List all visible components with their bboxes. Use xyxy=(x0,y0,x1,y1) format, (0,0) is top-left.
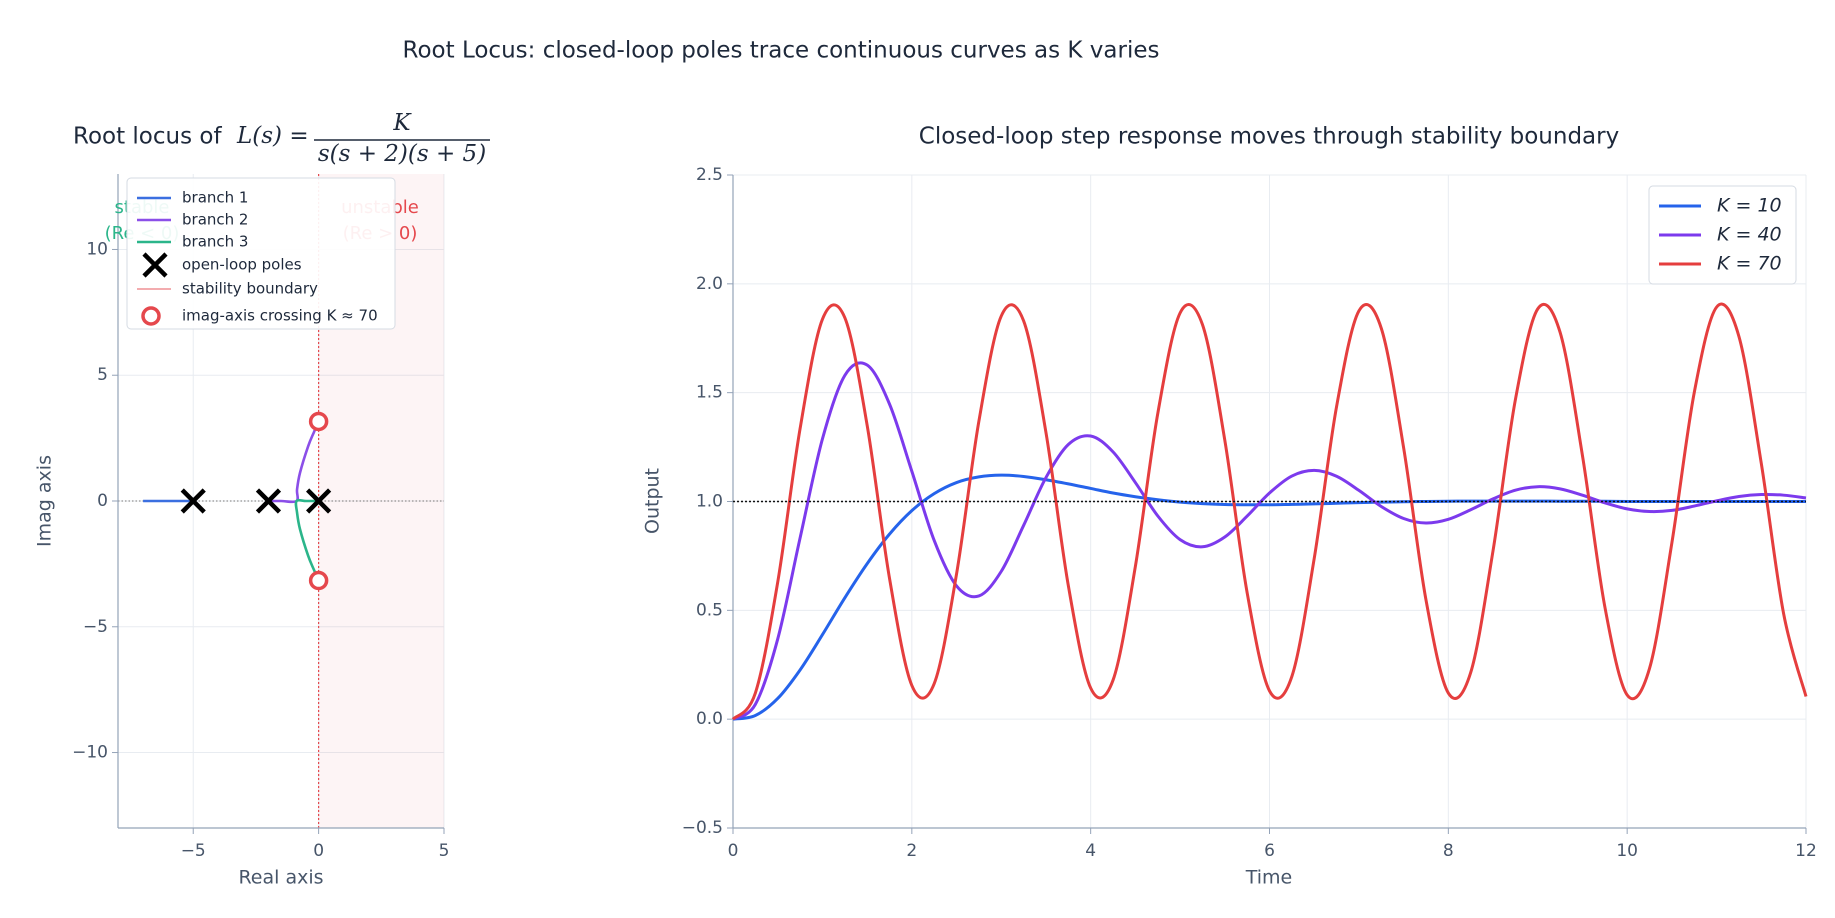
x-tick-label: 8 xyxy=(1443,841,1454,861)
y-tick-label: 0 xyxy=(97,491,108,511)
pole-cross xyxy=(306,488,332,514)
y-tick-label: 0.0 xyxy=(696,709,723,729)
x-axis-label: Real axis xyxy=(238,867,323,889)
response-line xyxy=(732,361,1807,721)
legend-swatch xyxy=(142,252,168,278)
formula-lhs: L(s) = xyxy=(236,123,309,149)
legend-swatch xyxy=(141,306,161,326)
legend-box xyxy=(126,177,396,330)
chart-title: Root locus of xyxy=(73,124,222,150)
y-axis-label: Imag axis xyxy=(34,455,56,547)
x-tick-label: 5 xyxy=(439,841,450,861)
locus-branch xyxy=(268,420,320,504)
formula-denominator: s(s + 2)(s + 5) xyxy=(318,141,486,167)
x-tick-label: 12 xyxy=(1795,841,1817,861)
legend-label: stability boundary xyxy=(182,280,318,298)
y-axis-label: Output xyxy=(642,468,664,534)
y-tick-label: 1.0 xyxy=(696,492,723,512)
chart-title: Closed-loop step response moves through … xyxy=(919,124,1619,150)
imag-axis-crossing xyxy=(308,411,329,432)
formula-numerator: K xyxy=(392,110,412,136)
pole-cross xyxy=(180,488,206,514)
x-tick-label: 0 xyxy=(728,841,739,861)
y-tick-label: −10 xyxy=(72,743,108,763)
legend-label: K = 70 xyxy=(1717,253,1782,275)
legend-label: imag-axis crossing K ≈ 70 xyxy=(182,307,378,325)
pole-cross xyxy=(255,488,282,514)
open-loop-pole xyxy=(306,488,332,514)
x-tick-label: 6 xyxy=(1264,841,1275,861)
response-line xyxy=(732,473,1806,721)
x-tick-label: −5 xyxy=(181,841,206,861)
y-tick-label: 5 xyxy=(97,365,108,385)
y-tick-label: 2.0 xyxy=(696,274,723,294)
locus-branch xyxy=(294,498,320,582)
x-tick-label: 10 xyxy=(1616,841,1638,861)
x-tick-label: 2 xyxy=(906,841,917,861)
legend-label: open-loop poles xyxy=(182,256,302,274)
figure-title: Root Locus: closed-loop poles trace cont… xyxy=(403,38,1160,64)
y-tick-label: −5 xyxy=(83,617,108,637)
legend-label: K = 40 xyxy=(1717,224,1782,246)
y-tick-label: −0.5 xyxy=(682,818,723,838)
open-loop-pole xyxy=(255,488,282,514)
legend-label: branch 2 xyxy=(182,211,248,229)
legend-box xyxy=(1648,185,1797,285)
legend-label: K = 10 xyxy=(1717,195,1782,217)
y-tick-label: 2.5 xyxy=(696,165,723,185)
y-tick-label: 1.5 xyxy=(696,383,723,403)
y-tick-label: 10 xyxy=(86,239,108,259)
legend-label: branch 3 xyxy=(182,233,248,251)
x-tick-label: 4 xyxy=(1085,841,1096,861)
x-axis-label: Time xyxy=(1245,867,1293,889)
response-line xyxy=(731,302,1808,721)
legend-label: branch 1 xyxy=(182,189,248,207)
imag-axis-crossing xyxy=(308,570,329,591)
y-tick-label: 0.5 xyxy=(696,600,723,620)
x-tick-label: 0 xyxy=(313,841,324,861)
open-loop-pole xyxy=(180,488,206,514)
